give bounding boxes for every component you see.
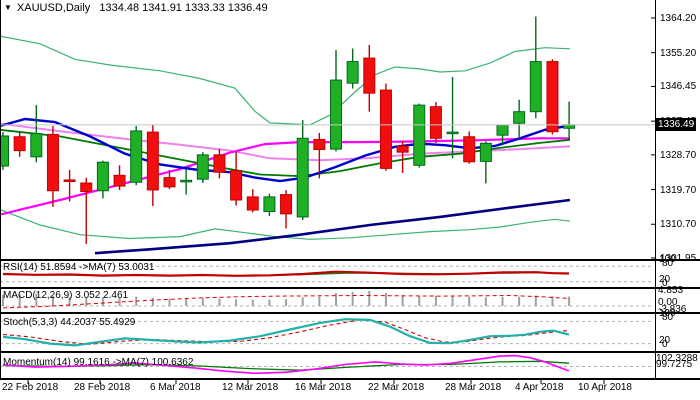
date-axis-label: 22 Mar 2018 <box>368 382 425 393</box>
rsi-scale-label: 100 <box>659 254 676 265</box>
rsi-scale-label: 20 <box>659 274 671 285</box>
stoch-scale-label: 20 <box>659 335 671 346</box>
price-axis-tick: 1319.70 <box>660 185 697 196</box>
chart-left-border <box>0 0 1 380</box>
date-axis-label: 28 Feb 2018 <box>74 382 131 393</box>
price-axis-line <box>655 0 656 380</box>
pane-separator[interactable] <box>0 351 700 353</box>
price-axis-tick: 1310.70 <box>660 219 697 230</box>
date-axis-label: 28 Mar 2018 <box>445 382 502 393</box>
momentum-scale-label: 102.3288 <box>656 353 698 364</box>
macd-pane-label: MACD(12,26,9) 3.052 2.461 <box>3 290 129 301</box>
date-axis-label: 22 Feb 2018 <box>2 382 59 393</box>
rsi-scale-label: 0 <box>662 278 668 289</box>
stoch-scale-label: 0 <box>662 339 668 350</box>
momentum-scale-label: 99.7275 <box>656 359 693 370</box>
stoch-pane-label: Stoch(5,3,3) 44.2037 55.4929 <box>3 317 136 328</box>
price-axis-tick: 1355.20 <box>660 48 697 59</box>
date-axis-label: 6 Mar 2018 <box>150 382 201 393</box>
date-axis-label: 10 Apr 2018 <box>578 382 632 393</box>
price-axis-tick: 1301.95 <box>660 253 697 264</box>
momentum-pane-label: Momentum(14) 99.1616 ->MA(7) 100.6362 <box>3 357 194 368</box>
rsi-scale-label: 80 <box>662 258 674 269</box>
pane-separator[interactable] <box>0 287 700 289</box>
date-axis-label: 4 Apr 2018 <box>515 382 564 393</box>
date-axis-label: 12 Mar 2018 <box>222 382 279 393</box>
macd-scale-label: 0.00 <box>658 297 678 308</box>
pane-separator[interactable] <box>0 259 700 261</box>
stoch-scale-label: 100 <box>659 308 676 319</box>
rsi-pane-label: RSI(14) 51.8594 ->MA(7) 53.0031 <box>3 262 155 273</box>
price-axis-tick: 1328.70 <box>660 150 697 161</box>
collapse-triangle-icon[interactable]: ▼ <box>4 3 12 12</box>
macd-scale-label: 4.853 <box>658 285 684 296</box>
current-price-badge: 1336.49 <box>656 118 697 131</box>
pane-separator[interactable] <box>0 312 700 314</box>
pane-separator[interactable] <box>0 378 700 380</box>
ohlc-values: 1334.48 1341.91 1333.33 1336.49 <box>99 2 268 14</box>
date-axis-label: 16 Mar 2018 <box>295 382 352 393</box>
symbol-period-label: XAUUSD,Daily <box>16 2 91 14</box>
stoch-scale-label: 80 <box>662 312 674 323</box>
macd-scale-label: -3.836 <box>658 304 687 315</box>
price-axis-tick: 1364.20 <box>660 13 697 24</box>
chart-header: ▼ XAUUSD,Daily 1334.48 1341.91 1333.33 13… <box>4 2 268 14</box>
price-axis-tick: 1346.45 <box>660 81 697 92</box>
